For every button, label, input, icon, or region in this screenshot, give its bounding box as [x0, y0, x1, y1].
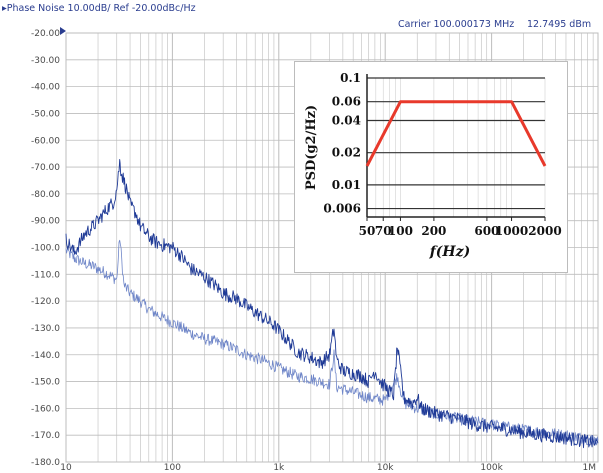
y-tick-label: -120.0 [31, 297, 60, 307]
inset-y-axis-label: PSD(g2/Hz) [304, 105, 319, 190]
y-tick-label: -60.00 [31, 136, 60, 146]
x-tick-label: 100 [164, 463, 181, 473]
y-tick-label: -20.00 [31, 29, 60, 39]
trace-title: ▸Phase Noise 10.00dB/ Ref -20.00dBc/Hz [2, 3, 196, 14]
x-tick-label: 10k [377, 463, 394, 473]
x-tick-label: 1M [583, 463, 597, 473]
inset-x-tick-label: 1000 [495, 224, 528, 238]
y-tick-label: -180.0 [31, 458, 60, 468]
inset-y-tick-label: 0.1 [340, 71, 361, 85]
inset-y-tick-label: 0.06 [332, 95, 361, 109]
y-tick-label: -70.00 [31, 163, 60, 173]
y-tick-label: -150.0 [31, 378, 60, 388]
inset-y-tick-label: 0.04 [332, 114, 361, 128]
inset-x-tick-label: 200 [421, 224, 446, 238]
y-tick-label: -130.0 [31, 324, 60, 334]
inset-x-tick-label: 2000 [528, 224, 561, 238]
inset-x-tick-label: 70 [375, 224, 392, 238]
x-tick-label: 1k [273, 463, 285, 473]
y-tick-label: -140.0 [31, 351, 60, 361]
inset-y-tick-label: 0.01 [332, 178, 361, 192]
inset-x-tick-label: 600 [474, 224, 499, 238]
inset-x-axis-label: f(Hz) [429, 244, 470, 260]
y-tick-label: -30.00 [31, 56, 60, 66]
inset-psd-line [365, 100, 547, 167]
inset-x-tick-label: 50 [359, 224, 376, 238]
y-tick-label: -160.0 [31, 404, 60, 414]
trace-dark [65, 159, 599, 449]
reference-marker-icon[interactable] [60, 27, 66, 35]
y-tick-label: -90.00 [31, 217, 60, 227]
y-tick-label: -80.00 [31, 190, 60, 200]
inset-x-tick-label: 100 [388, 224, 413, 238]
y-tick-label: -40.00 [31, 83, 60, 93]
power-readout: 12.7495 dBm [527, 19, 592, 30]
x-tick-label: 100k [480, 463, 503, 473]
x-tick-label: 10 [60, 463, 72, 473]
carrier-readout: Carrier 100.000173 MHz [398, 19, 515, 30]
y-tick-label: -170.0 [31, 431, 60, 441]
y-tick-label: -50.00 [31, 109, 60, 119]
inset-y-tick-label: 0.006 [323, 202, 361, 216]
inset-y-tick-label: 0.02 [332, 146, 361, 160]
psd-inset: 0.1 0.06 0.04 0.02 0.01 0.006 50 70 100 200 600 100… [294, 61, 568, 273]
y-tick-label: -100.0 [31, 244, 60, 254]
y-tick-label: -110.0 [31, 270, 60, 280]
